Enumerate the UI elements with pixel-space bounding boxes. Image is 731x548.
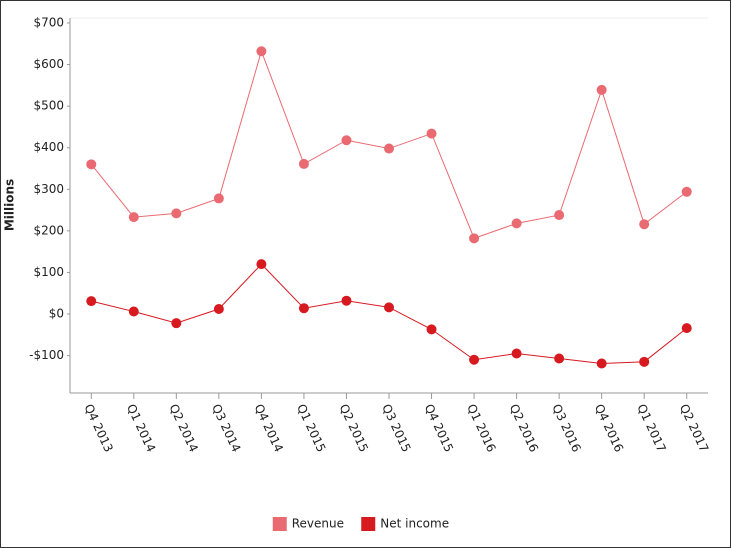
data-point <box>298 303 309 314</box>
data-point <box>171 208 182 219</box>
y-tick-label: -$100 <box>29 348 64 362</box>
y-tick-label: $600 <box>33 57 64 71</box>
data-point <box>86 296 97 307</box>
y-tick-label: $100 <box>33 265 64 279</box>
y-axis-label: Millions <box>3 179 17 231</box>
data-point <box>596 358 607 369</box>
legend-label: Revenue <box>292 517 344 531</box>
y-tick-label: $400 <box>33 140 64 154</box>
data-point <box>511 218 522 229</box>
data-point <box>256 259 267 270</box>
legend-swatch <box>361 517 376 531</box>
data-point <box>639 356 650 367</box>
y-tick-label: $0 <box>49 307 64 321</box>
data-point <box>639 219 650 230</box>
data-point <box>554 353 565 364</box>
y-tick-label: $300 <box>33 182 64 196</box>
data-point <box>426 128 437 139</box>
data-point <box>681 323 692 334</box>
data-point <box>341 295 352 306</box>
data-point <box>86 159 97 170</box>
legend-label: Net income <box>380 517 449 531</box>
data-point <box>469 233 480 244</box>
data-point <box>213 304 224 315</box>
data-point <box>341 135 352 146</box>
data-point <box>213 193 224 204</box>
data-point <box>554 210 565 221</box>
data-point <box>256 46 267 57</box>
data-point <box>298 158 309 169</box>
data-point <box>384 302 394 313</box>
legend-swatch <box>272 517 287 531</box>
data-point <box>596 84 607 95</box>
data-point <box>128 212 139 223</box>
data-point <box>681 186 692 197</box>
data-point <box>384 143 394 154</box>
data-point <box>171 318 182 329</box>
data-point <box>128 306 139 317</box>
data-point <box>511 348 522 359</box>
y-tick-label: $200 <box>33 223 64 237</box>
data-point <box>426 324 437 335</box>
y-tick-label: $500 <box>33 99 64 113</box>
data-point <box>469 354 480 365</box>
y-tick-label: $700 <box>33 15 64 29</box>
